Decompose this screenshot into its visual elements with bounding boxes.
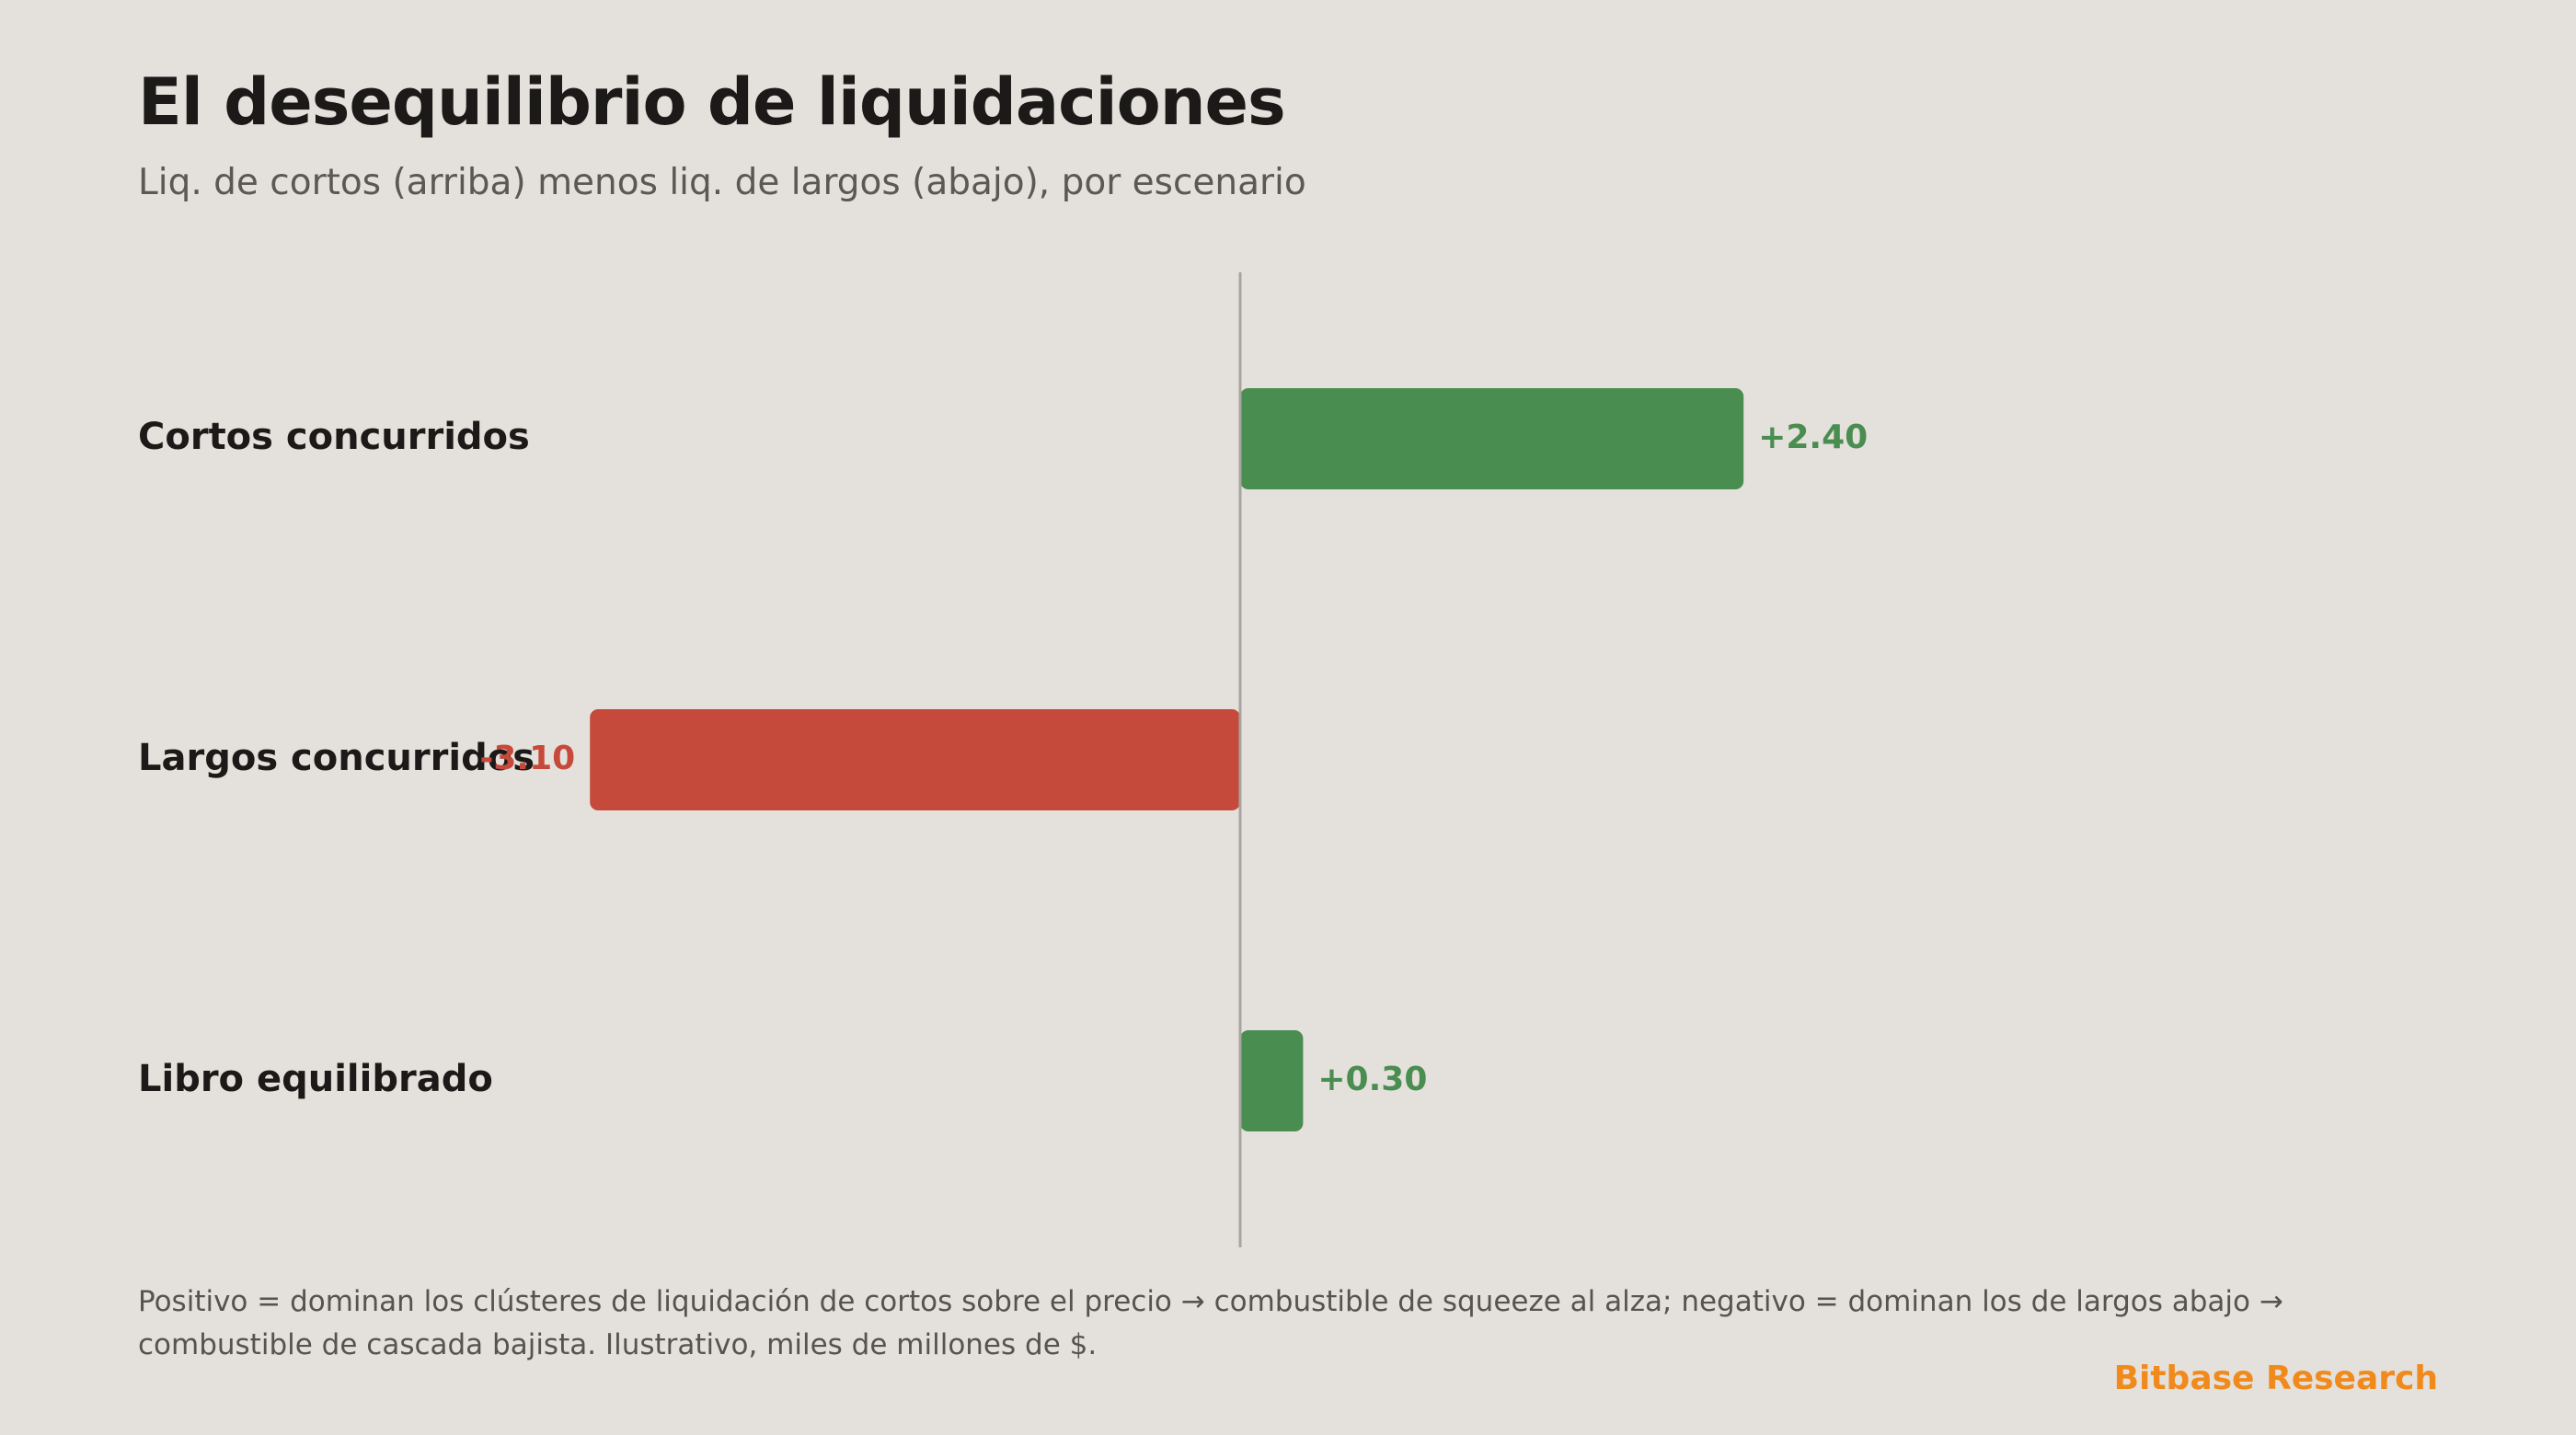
value-label: +2.40 bbox=[1758, 419, 1868, 456]
bar bbox=[590, 709, 1240, 810]
category-label: Libro equilibrado bbox=[138, 1058, 493, 1100]
value-label: -3.10 bbox=[479, 740, 575, 777]
liquidation-imbalance-chart: Cortos concurridos +2.40 Largos concurrido… bbox=[138, 272, 1868, 1247]
value-label: +0.30 bbox=[1317, 1061, 1427, 1098]
bar bbox=[1240, 1030, 1304, 1131]
bar bbox=[1240, 388, 1744, 489]
category-label: Cortos concurridos bbox=[138, 416, 530, 458]
chart-title: El desequilibrio de liquidaciones bbox=[138, 64, 1286, 140]
labels-layer: Cortos concurridos +2.40 Largos concurrido… bbox=[138, 416, 1868, 1100]
bars-layer bbox=[590, 388, 1744, 1131]
category-label: Largos concurridos bbox=[138, 737, 535, 779]
chart-subtitle: Liq. de cortos (arriba) menos liq. de la… bbox=[138, 162, 1306, 203]
brand-logo-text: Bitbase Research bbox=[2113, 1360, 2438, 1397]
footnote: Positivo = dominan los clústeres de liqu… bbox=[138, 1285, 2283, 1361]
